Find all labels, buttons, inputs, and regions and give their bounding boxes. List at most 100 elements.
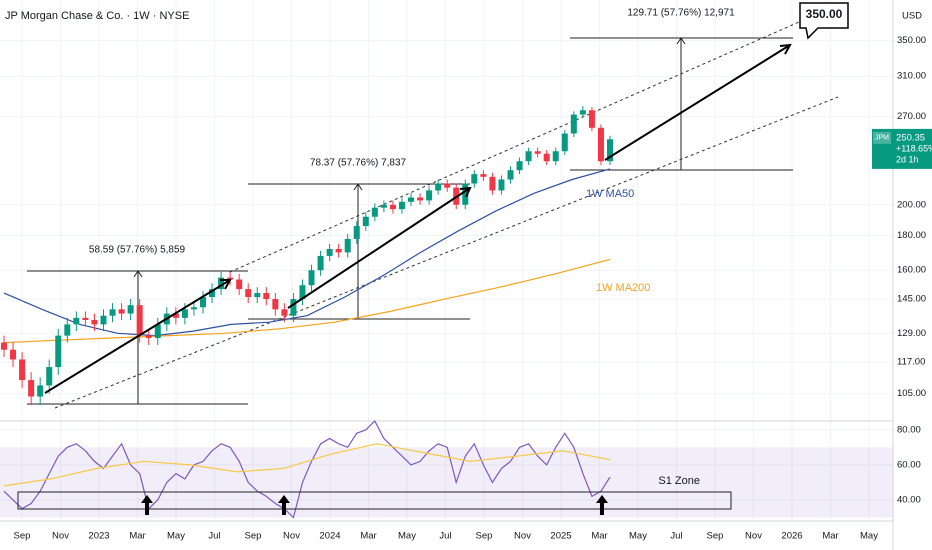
x-tick-label: 2024 — [319, 531, 340, 542]
candle-body — [561, 133, 568, 152]
candle-body — [362, 216, 369, 227]
x-tick-label: May — [167, 531, 185, 542]
x-tick-label: Jul — [208, 531, 220, 542]
x-tick-label: 2026 — [781, 531, 802, 542]
channel-line — [54, 96, 839, 409]
candle-body — [172, 313, 179, 318]
candle-body — [91, 320, 98, 325]
x-tick-label: 2025 — [550, 531, 571, 542]
candle-body — [127, 305, 134, 314]
candle-body — [607, 139, 613, 162]
candle-body — [326, 248, 333, 256]
x-tick-label: Sep — [476, 531, 493, 542]
candle-body — [317, 255, 324, 271]
candle-body — [28, 380, 35, 397]
last-price: 250.35 — [896, 132, 925, 143]
candle-body — [444, 183, 451, 188]
x-tick-label: Mar — [360, 531, 376, 542]
candle-body — [37, 385, 44, 397]
candle-body — [371, 207, 378, 217]
price-tag: JPM 250.35+118.65%2d 1h — [872, 128, 932, 169]
candle-body — [181, 309, 188, 318]
candle-body — [73, 317, 80, 325]
candle-body — [462, 183, 469, 205]
candle-body — [579, 110, 586, 115]
y-tick-label: 40.00 — [897, 494, 921, 505]
y-tick-label: 129.00 — [897, 328, 926, 339]
measure-label: 78.37 (57.76%) 7,837 — [310, 158, 407, 169]
x-tick-label: Nov — [514, 531, 531, 542]
candle-body — [588, 110, 595, 128]
candle-body — [64, 324, 71, 336]
candle-body — [471, 174, 478, 184]
candle-body — [353, 226, 360, 239]
x-tick-label: 2023 — [88, 531, 109, 542]
candle-body — [408, 197, 415, 202]
zone-label: S1 Zone — [658, 475, 700, 487]
candle-body — [10, 349, 17, 360]
x-tick-label: Mar — [822, 531, 838, 542]
price-tag-box — [872, 128, 932, 169]
candle-body — [417, 197, 424, 201]
candle-body — [236, 279, 243, 290]
candle-body — [190, 307, 197, 310]
countdown: 2d 1h — [896, 154, 919, 164]
candle-body — [380, 204, 387, 208]
candle-body — [498, 179, 505, 191]
candle-body — [290, 299, 297, 316]
plot — [1, 106, 613, 519]
x-tick-label: Sep — [14, 531, 31, 542]
candle-body — [281, 309, 288, 316]
candle-body — [109, 309, 116, 316]
x-tick-label: Jul — [670, 531, 682, 542]
candle-body — [100, 315, 107, 325]
candle-body — [209, 289, 216, 298]
candle-body — [272, 299, 279, 310]
candle-body — [82, 317, 89, 321]
candle-body — [46, 367, 53, 386]
y-tick-label: 60.00 — [897, 459, 921, 470]
candle-body — [507, 170, 514, 180]
candle-body — [516, 161, 523, 171]
symbol: JPM — [875, 135, 889, 142]
candle-body — [552, 151, 559, 162]
candle-body — [398, 201, 405, 210]
candle-body — [335, 248, 342, 253]
change: +118.65% — [896, 143, 932, 153]
candle-body — [480, 174, 487, 177]
candle-body — [263, 293, 270, 300]
symbol-box — [873, 131, 891, 144]
candle-body — [299, 285, 306, 300]
y-axis-label: USD — [902, 11, 922, 22]
candle-body — [525, 151, 532, 162]
trend-arrow — [44, 43, 792, 394]
candle-body — [199, 297, 206, 308]
candle-body — [145, 335, 152, 338]
target-label: 350.00 — [806, 7, 843, 21]
candle-body — [118, 309, 125, 314]
channel-line — [229, 14, 816, 273]
candle-body — [426, 190, 433, 201]
y-tick-label: 145.00 — [897, 294, 926, 305]
series-label: 1W MA50 — [586, 188, 634, 200]
candle-body — [570, 114, 577, 134]
measure-label: 58.59 (57.76%) 5,859 — [89, 245, 186, 256]
line — [3, 420, 611, 519]
rsi-band — [0, 447, 893, 518]
y-tick-label: 350.00 — [897, 35, 926, 46]
line — [3, 258, 611, 344]
line — [3, 443, 611, 487]
target-callout — [799, 2, 849, 40]
x-tick-label: May — [398, 531, 416, 542]
x-tick-label: Nov — [745, 531, 762, 542]
candle-body — [227, 277, 234, 280]
x-tick-label: Nov — [283, 531, 300, 542]
y-tick-label: 80.00 — [897, 424, 921, 435]
measure-arrowhead — [133, 37, 686, 278]
candle-body — [534, 151, 541, 154]
candle-body — [154, 324, 161, 338]
line — [3, 168, 611, 337]
x-tick-label: Sep — [245, 531, 262, 542]
